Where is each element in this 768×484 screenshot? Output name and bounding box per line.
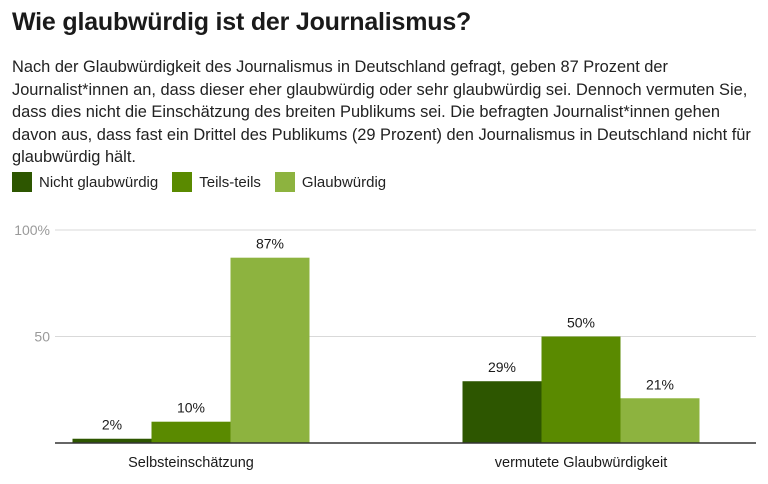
bar-0-0: [72, 438, 152, 443]
data-label-1-1: 50%: [567, 315, 595, 331]
legend-swatch-nicht-glaubwuerdig: [12, 172, 32, 192]
data-label-0-1: 10%: [177, 400, 205, 416]
legend-swatch-teils-teils: [172, 172, 193, 192]
legend-label-teils-teils: Teils-teils: [199, 173, 261, 191]
chart-title: Wie glaubwürdig ist der Journalismus?: [12, 8, 472, 36]
y-tick-label-50: 50: [34, 329, 50, 345]
y-tick-label-100: 100%: [14, 222, 50, 238]
data-label-1-0: 29%: [488, 359, 516, 375]
bar-1-1: [541, 336, 621, 443]
bar-0-1: [151, 421, 231, 443]
data-label-1-2: 21%: [646, 376, 674, 392]
bar-1-0: [462, 381, 542, 443]
x-category-label-1: vermutete Glaubwürdigkeit: [495, 455, 667, 471]
x-category-label-0: Selbsteinschätzung: [128, 455, 254, 471]
data-label-0-0: 2%: [102, 417, 122, 433]
bar-1-2: [620, 398, 700, 443]
legend-label-nicht-glaubwuerdig: Nicht glaubwürdig: [39, 173, 159, 191]
legend-swatch-glaubwuerdig: [274, 172, 295, 192]
chart-subtitle: Nach der Glaubwürdigkeit des Journalismu…: [12, 58, 751, 166]
legend-label-glaubwuerdig: Glaubwürdig: [301, 173, 387, 191]
legend-item-nicht-glaubwuerdig: Nicht glaubwürdig: [12, 172, 158, 192]
legend-item-teils-teils: Teils-teils: [172, 172, 261, 192]
legend: Nicht glaubwürdig Teils-teils Glaubwürdi…: [12, 172, 400, 192]
data-label-0-2: 87%: [256, 236, 284, 252]
legend-item-glaubwuerdig: Glaubwürdig: [274, 172, 387, 192]
bar-0-2: [230, 257, 310, 443]
